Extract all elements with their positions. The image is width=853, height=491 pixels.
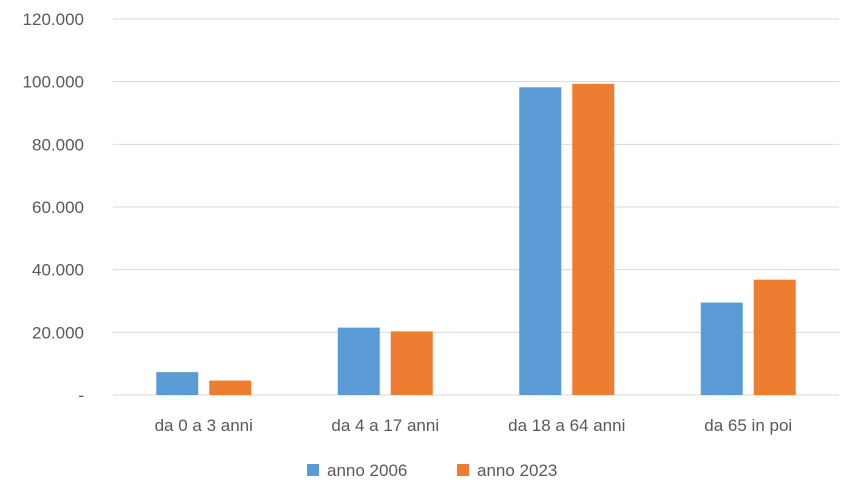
gridlines bbox=[113, 18, 839, 396]
bar-anno-2006-1 bbox=[337, 327, 380, 395]
legend-swatch bbox=[457, 464, 469, 476]
x-tick-label: da 0 a 3 anni bbox=[155, 416, 253, 435]
x-tick-label: da 18 a 64 anni bbox=[508, 416, 625, 435]
legend-swatch bbox=[307, 464, 319, 476]
bar-anno-2023-2 bbox=[572, 83, 615, 396]
legend-label: anno 2006 bbox=[327, 461, 407, 480]
bars bbox=[156, 83, 796, 396]
bar-anno-2006-0 bbox=[156, 372, 199, 395]
legend: anno 2006 anno 2023 bbox=[307, 461, 557, 480]
x-axis-tick-labels: da 0 a 3 anni da 4 a 17 anni da 18 a 64 an… bbox=[155, 416, 793, 435]
bar-anno-2023-0 bbox=[209, 380, 252, 395]
bar-anno-2006-2 bbox=[519, 87, 562, 395]
y-tick-label: - bbox=[78, 386, 84, 405]
y-tick-label: 80.000 bbox=[32, 135, 84, 154]
legend-label: anno 2023 bbox=[477, 461, 557, 480]
y-axis-tick-labels: - 20.000 40.000 60.000 80.000 100.000 120.000 bbox=[23, 10, 84, 405]
bar-anno-2023-1 bbox=[390, 331, 433, 395]
bar-anno-2023-3 bbox=[753, 279, 796, 395]
x-tick-label: da 4 a 17 anni bbox=[331, 416, 439, 435]
y-tick-label: 40.000 bbox=[32, 261, 84, 280]
y-tick-label: 120.000 bbox=[23, 10, 84, 29]
x-tick-label: da 65 in poi bbox=[704, 416, 792, 435]
y-tick-label: 100.000 bbox=[23, 73, 84, 92]
bar-anno-2006-3 bbox=[700, 302, 743, 395]
y-tick-label: 20.000 bbox=[32, 323, 84, 342]
y-tick-label: 60.000 bbox=[32, 198, 84, 217]
